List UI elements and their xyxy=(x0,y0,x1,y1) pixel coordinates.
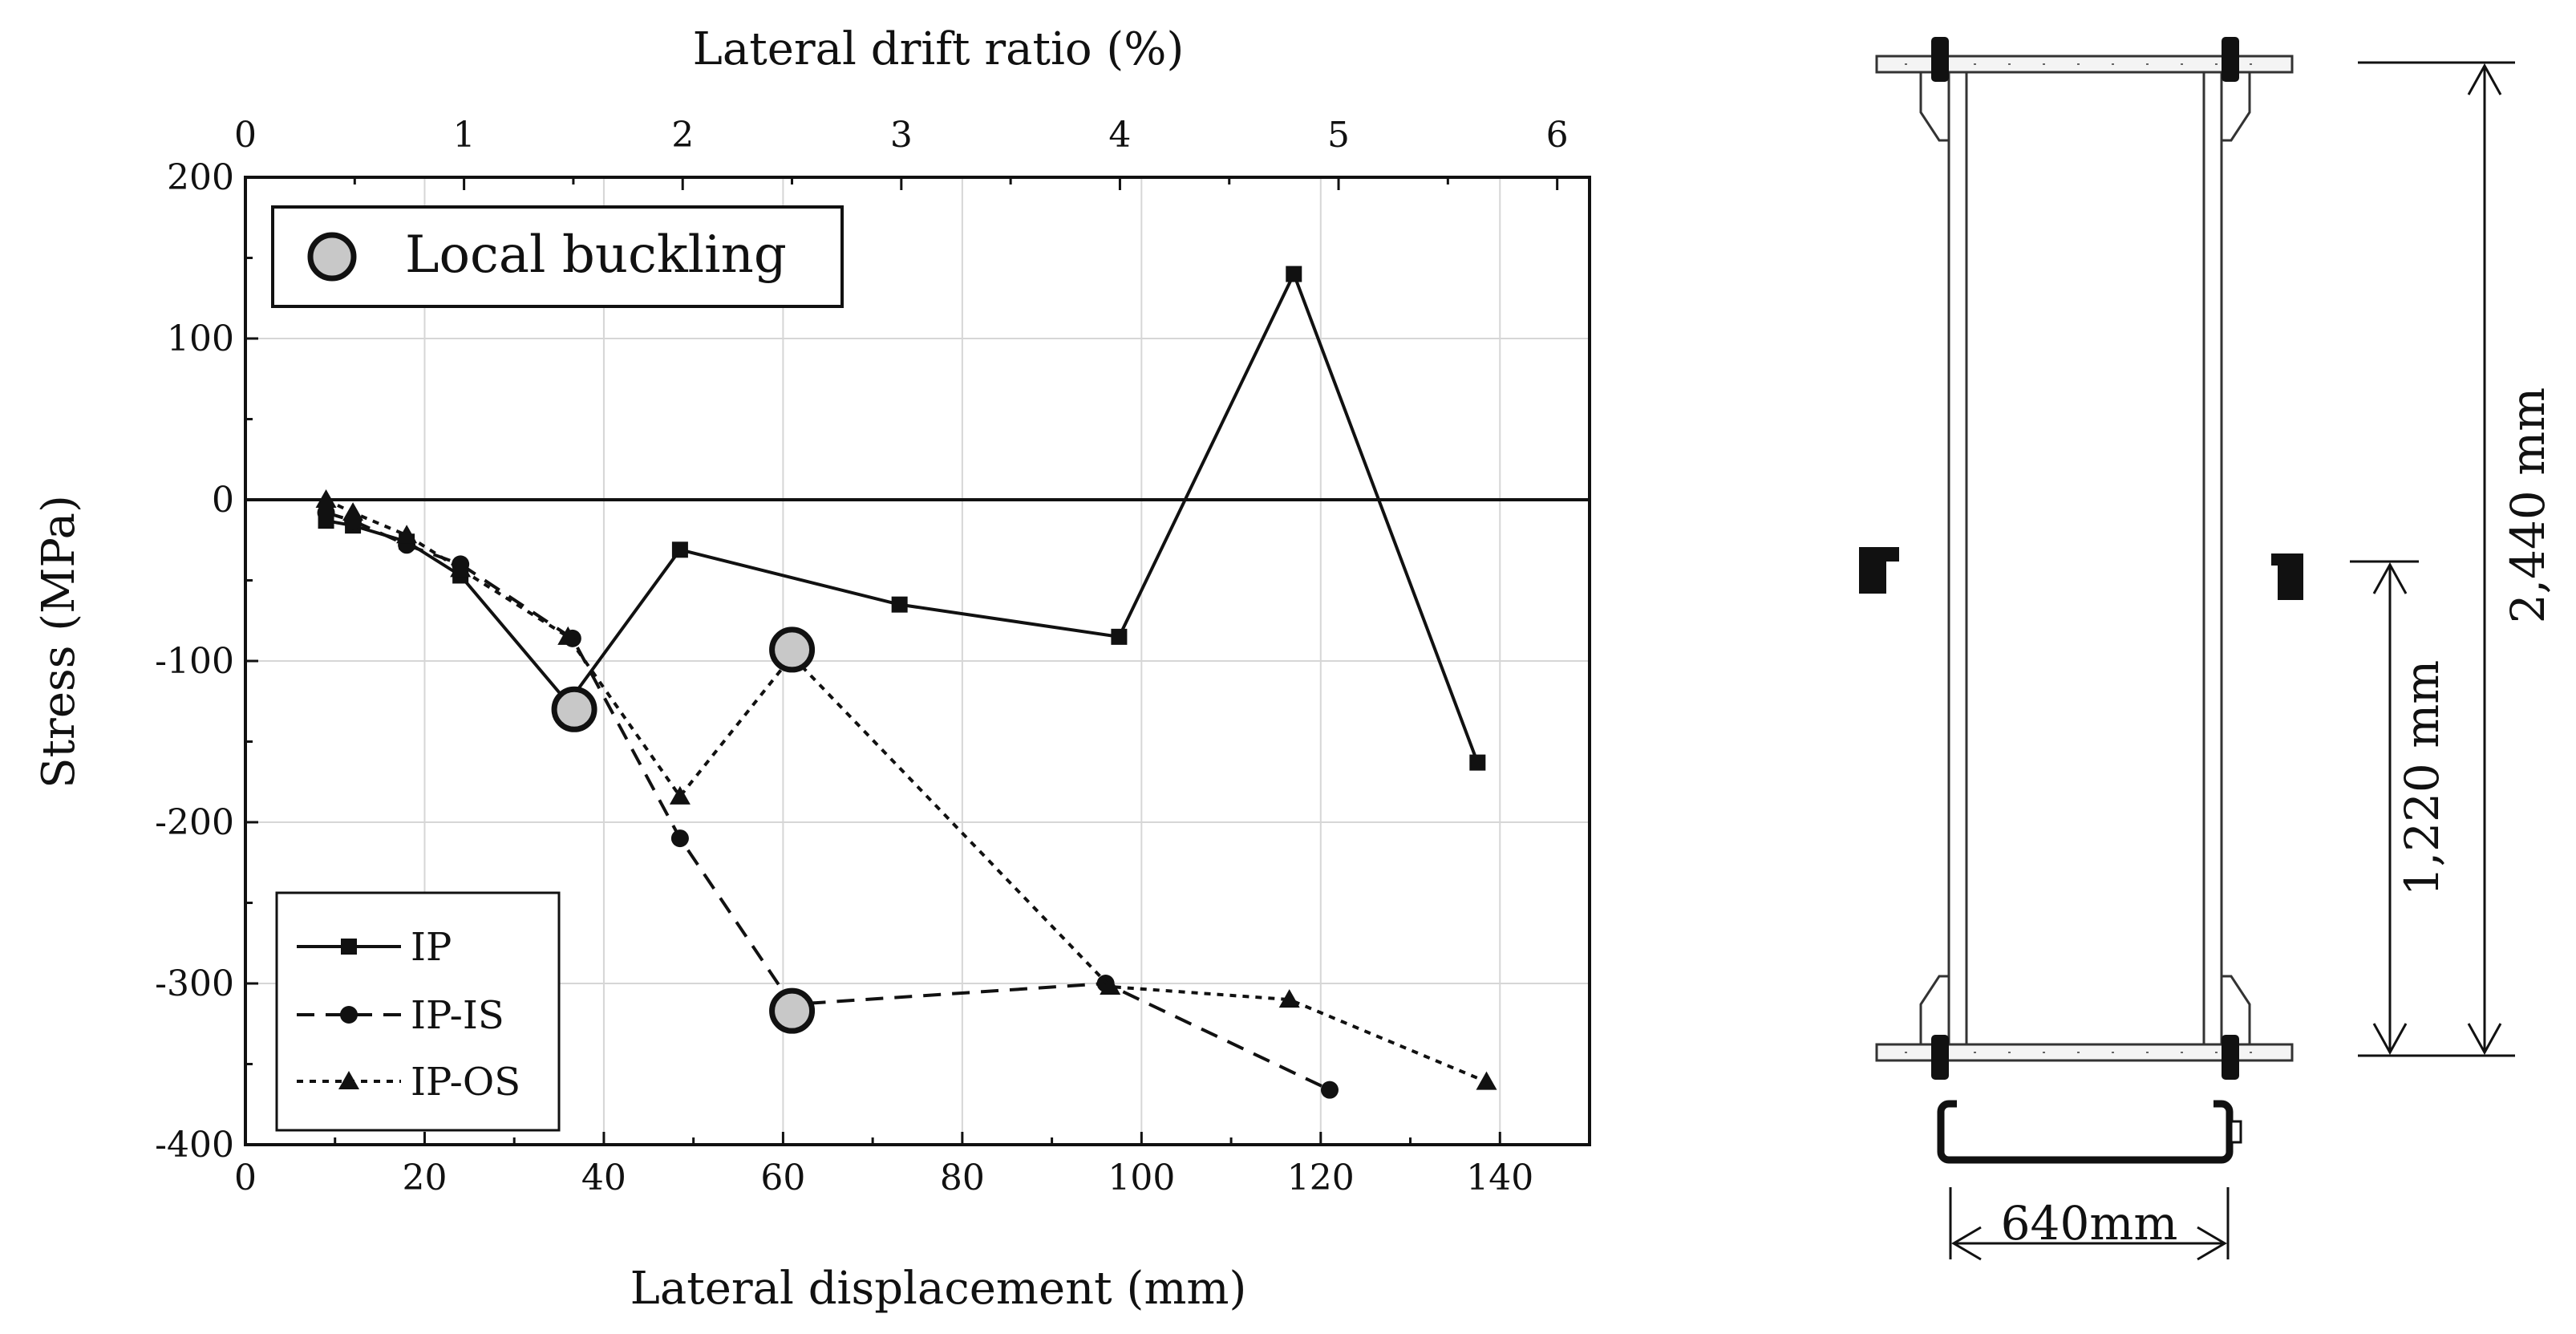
x2-tick-label: 3 xyxy=(890,115,913,156)
mid-support-right xyxy=(2271,553,2303,600)
point-ip xyxy=(1111,628,1128,645)
y-tick-labels: 200 100 0 -100 -200 -300 -400 xyxy=(155,157,234,1166)
point-ip xyxy=(1469,754,1486,771)
width-arrow-left xyxy=(1951,1226,1982,1261)
clamp-top-left xyxy=(1931,37,1949,82)
y-axis-label: Stress (MPa) xyxy=(33,495,85,789)
local-buckling-point xyxy=(769,987,816,1034)
clamp-bottom-right xyxy=(2222,1035,2239,1080)
x2-tick-label: 1 xyxy=(453,115,476,156)
series-legend-box xyxy=(275,891,561,1132)
x2-tick-label: 4 xyxy=(1108,115,1131,156)
gusset-bottom-right xyxy=(2222,975,2251,1044)
point-ip-os xyxy=(342,502,364,521)
local-buckling-legend-box xyxy=(271,205,844,308)
y-tick-label: 100 xyxy=(167,318,234,359)
width-arrow-right xyxy=(2197,1226,2227,1261)
x-tick-label: 120 xyxy=(1287,1158,1355,1198)
point-ip-is xyxy=(317,504,335,522)
stress-displacement-chart: 0 20 40 60 80 100 120 140 2001000-100-200-300-4… xyxy=(33,23,1591,1315)
total-height-label: 2,440 mm xyxy=(2501,387,2555,623)
width-label: 640mm xyxy=(2001,1196,2178,1251)
cross-section-tab xyxy=(2230,1120,2242,1144)
left-flange xyxy=(1947,71,1968,1046)
point-ip-os xyxy=(1476,1071,1497,1090)
point-ip-os xyxy=(450,558,472,578)
point-ip xyxy=(1286,266,1302,282)
x-tick-label: 140 xyxy=(1466,1158,1533,1198)
x-tick-labels: 0 20 40 60 80 100 120 140 xyxy=(234,1158,1533,1198)
x-tick-label: 40 xyxy=(581,1158,626,1198)
x-tick-label: 0 xyxy=(234,1158,257,1198)
point-ip-os xyxy=(1278,989,1300,1008)
half-height-label: 1,220 mm xyxy=(2395,660,2449,896)
legend-marker-ip xyxy=(341,939,357,955)
x2-tick-label: 0 xyxy=(234,115,257,156)
point-ip-os xyxy=(396,525,418,544)
legend-label-ip-is: IP-IS xyxy=(411,993,504,1038)
local-buckling-point xyxy=(551,686,597,732)
y-tick-label: 200 xyxy=(167,157,234,198)
point-ip-is xyxy=(670,829,689,848)
clamp-top-right xyxy=(2222,37,2239,82)
x-tick-label: 100 xyxy=(1108,1158,1175,1198)
legend-marker-ip-is xyxy=(340,1006,358,1024)
point-ip-os xyxy=(669,785,691,805)
height-arrow-bottom xyxy=(2467,1023,2502,1056)
right-flange xyxy=(2202,71,2223,1046)
point-ip-os xyxy=(315,489,337,508)
x2-tick-label: 5 xyxy=(1327,115,1350,156)
point-ip xyxy=(671,541,688,558)
mid-support-left xyxy=(1859,547,1899,594)
local-buckling-icon xyxy=(307,232,357,282)
local-buckling-point xyxy=(769,626,816,673)
series-line-ip xyxy=(326,270,1480,764)
specimen-diagram: 640mm 2,440 mm 1,220 mm xyxy=(1859,37,2555,1261)
x-tick-label: 80 xyxy=(940,1158,985,1198)
y-tick-label: -100 xyxy=(155,641,234,682)
point-ip-is xyxy=(1320,1081,1339,1099)
y-tick-label: 0 xyxy=(212,480,234,521)
x-tick-label: 20 xyxy=(402,1158,447,1198)
height-arrow-top xyxy=(2467,63,2502,95)
x-axis-label: Lateral displacement (mm) xyxy=(630,1263,1247,1315)
series-line-ip-os xyxy=(325,498,1488,1084)
x2-tick-label: 2 xyxy=(671,115,694,156)
legend-label-ip-os: IP-OS xyxy=(411,1060,520,1105)
local-buckling-label: Local buckling xyxy=(405,225,787,285)
x-tick-label: 60 xyxy=(760,1158,805,1198)
y-tick-label: -300 xyxy=(155,963,234,1004)
point-ip-os xyxy=(557,626,579,645)
x2-tick-label: 6 xyxy=(1546,115,1569,156)
point-ip xyxy=(891,596,908,613)
y-tick-label: -200 xyxy=(155,802,234,843)
gusset-bottom-left xyxy=(1919,975,1949,1044)
half-height-arrow-bottom xyxy=(2372,1023,2408,1056)
axis-ticks xyxy=(244,176,1559,1146)
legend-label-ip: IP xyxy=(411,925,452,970)
gusset-top-right xyxy=(2222,72,2251,142)
point-ip-os xyxy=(1100,976,1121,995)
half-height-arrow-top xyxy=(2372,562,2408,594)
legend-marker-ip-os xyxy=(338,1071,359,1089)
cross-section xyxy=(1937,1100,2234,1164)
x2-tick-labels: 0 1 2 3 4 5 6 xyxy=(234,115,1569,156)
x2-axis-label: Lateral drift ratio (%) xyxy=(693,23,1185,75)
gusset-top-left xyxy=(1919,72,1949,142)
y-tick-label: -400 xyxy=(155,1125,234,1166)
local-buckling-markers xyxy=(551,626,816,1034)
local-buckling-legend: Local buckling xyxy=(271,205,844,308)
clamp-bottom-left xyxy=(1931,1035,1949,1080)
series-legend: IP IP-IS IP-OS xyxy=(275,891,561,1132)
